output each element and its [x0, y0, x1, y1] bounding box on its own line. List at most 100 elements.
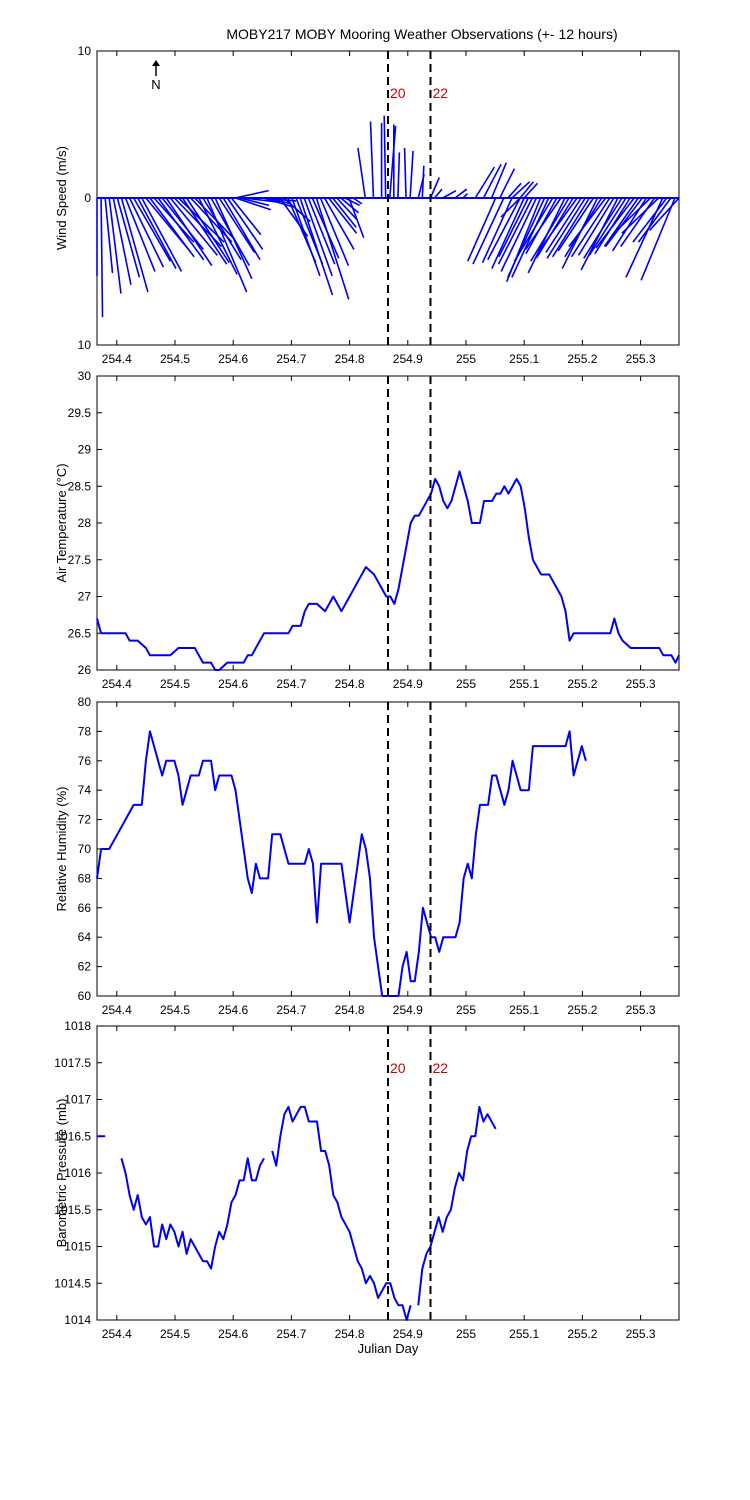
x-tick-label: 255.3 — [626, 1003, 656, 1017]
x-tick-label: 255 — [456, 1327, 476, 1341]
wind-vector — [467, 197, 497, 262]
y-tick-label: 60 — [78, 989, 92, 1003]
y-axis-label: Air Temperature (°C) — [54, 463, 69, 582]
wind-vector — [132, 197, 172, 262]
x-tick-label: 254.7 — [276, 677, 306, 691]
wind-vector — [149, 197, 195, 258]
wind-vector — [433, 188, 443, 199]
x-tick-label: 254.7 — [276, 1003, 306, 1017]
wind-vector — [108, 197, 122, 294]
y-tick-label: 28 — [78, 516, 92, 530]
wind-vector — [546, 197, 586, 259]
wind-vector — [472, 197, 505, 265]
wind-vector — [490, 162, 508, 199]
wind-vector — [511, 181, 531, 199]
series-line — [271, 1105, 412, 1321]
wind-vector — [474, 166, 496, 199]
wind-vector — [545, 197, 582, 253]
x-tick-label: 255.3 — [626, 352, 656, 366]
wind-vector — [307, 197, 336, 265]
wind-vector — [348, 197, 365, 238]
wind-vector — [530, 197, 570, 262]
wind-vector — [481, 197, 513, 264]
y-tick-label: 1017 — [64, 1093, 91, 1107]
y-tick-label: 72 — [78, 813, 92, 827]
x-tick-label: 254.8 — [335, 1327, 365, 1341]
wind-vector — [235, 197, 272, 211]
wind-vector — [568, 197, 607, 247]
x-axis-label: Julian Day — [358, 1341, 419, 1356]
wind-vector — [403, 147, 407, 199]
wind-vector — [524, 197, 562, 250]
wind-vector — [570, 197, 611, 258]
wind-vector — [226, 197, 264, 250]
wind-vector — [523, 182, 539, 199]
y-tick-label: 30 — [78, 369, 92, 383]
x-tick-label: 255.3 — [626, 1327, 656, 1341]
x-tick-label: 254.8 — [335, 352, 365, 366]
y-tick-label: 1016.5 — [54, 1129, 91, 1143]
wind-vector — [557, 197, 595, 252]
wind-vector — [487, 197, 521, 261]
wind-vector — [336, 197, 358, 221]
wind-vector — [267, 197, 292, 205]
wind-vector — [649, 197, 680, 231]
wind-vector — [507, 197, 546, 278]
wind-vector — [157, 197, 205, 261]
y-tick-label: 62 — [78, 960, 92, 974]
wind-vector — [498, 197, 529, 258]
wind-vector — [511, 197, 550, 278]
x-tick-label: 254.5 — [160, 1003, 190, 1017]
x-tick-label: 255.1 — [509, 677, 539, 691]
wind-vector — [239, 197, 270, 207]
wind-vector — [315, 197, 350, 300]
wind-vector — [611, 197, 652, 236]
time-marker-label: 22 — [432, 85, 448, 101]
time-marker-label: 20 — [390, 1060, 406, 1076]
wind-vector — [583, 197, 623, 259]
wind-vector — [491, 197, 525, 269]
wind-vector — [198, 197, 238, 275]
wind-vector — [357, 147, 367, 199]
wind-speed-panel: 10 0 10 254.4 254.5 254.6 254.7 254.8 254.9 255 25… — [54, 44, 680, 366]
y-tick-label: 1014.5 — [54, 1276, 91, 1290]
wind-vector — [340, 197, 360, 214]
y-tick-label: 29 — [78, 443, 92, 457]
wind-vector — [230, 197, 262, 236]
y-tick-label: 26.5 — [68, 626, 92, 640]
y-tick-label: 80 — [78, 695, 92, 709]
wind-vector — [214, 197, 253, 280]
north-label: N — [151, 77, 160, 92]
y-tick-label: 68 — [78, 871, 92, 885]
x-tick-label: 255.3 — [626, 677, 656, 691]
wind-vector — [538, 197, 578, 252]
wind-vector — [100, 197, 104, 318]
wind-vector — [429, 177, 441, 199]
time-marker-label: 20 — [390, 85, 406, 101]
wind-vector — [499, 168, 516, 199]
wind-vector — [388, 125, 397, 199]
y-tick-label: 1016 — [64, 1166, 91, 1180]
y-tick-label: 66 — [78, 901, 92, 915]
series-line — [96, 730, 587, 997]
relative-humidity-panel: 60 62 64 66 68 70 72 74 76 78 80 254.4 254.5 254.6 254… — [54, 695, 680, 1017]
wind-vector — [344, 197, 360, 207]
wind-vector — [169, 197, 218, 256]
wind-vector — [291, 197, 321, 277]
y-axis-label: Relative Humidity (%) — [54, 787, 69, 912]
wind-vector — [185, 197, 230, 264]
wind-vector — [332, 197, 357, 228]
x-tick-label: 255.1 — [509, 352, 539, 366]
wind-vector — [632, 197, 668, 243]
series-line — [96, 470, 680, 671]
x-tick-label: 254.5 — [160, 352, 190, 366]
wind-vector — [551, 197, 591, 258]
y-tick-label: 1015.5 — [54, 1203, 91, 1217]
y-tick-label: 29.5 — [68, 406, 92, 420]
wind-vector — [116, 197, 141, 278]
y-tick-label: 0 — [84, 191, 91, 205]
y-tick-label: 1018 — [64, 1019, 91, 1033]
y-tick-label: 27.5 — [68, 553, 92, 567]
y-tick-label: 10 — [78, 44, 92, 58]
